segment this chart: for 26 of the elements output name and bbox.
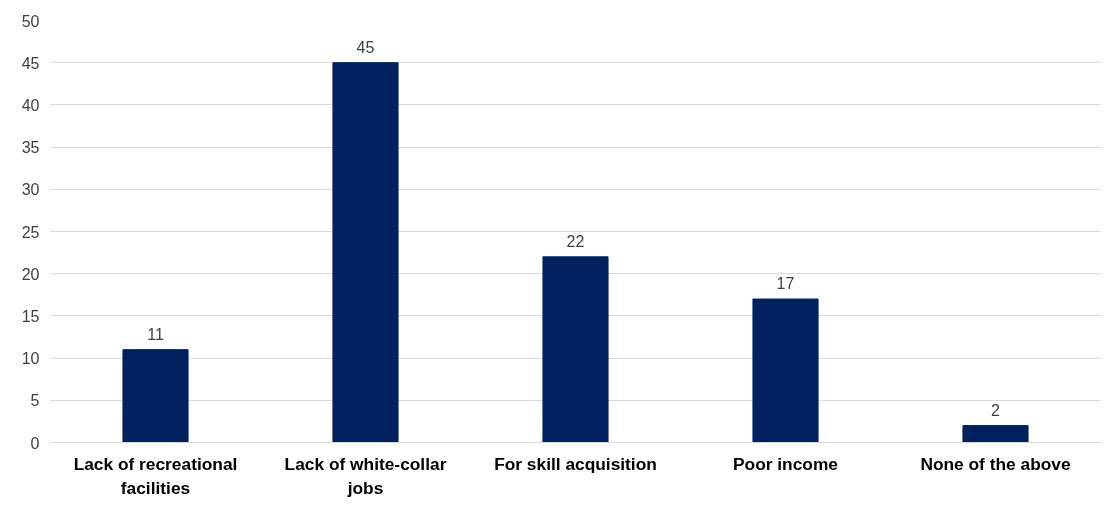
x-tick-label: None of the above xyxy=(920,453,1071,474)
bar xyxy=(332,62,399,443)
y-tick-label: 50 xyxy=(21,12,40,30)
x-tick-label: Lack of white-collar jobs xyxy=(284,453,447,498)
y-tick-label: 25 xyxy=(21,223,40,241)
y-tick-label: 15 xyxy=(21,307,40,325)
x-tick-label: For skill acquisition xyxy=(494,453,657,474)
data-label: 22 xyxy=(566,232,585,250)
bar xyxy=(122,349,189,443)
data-label: 45 xyxy=(356,38,375,56)
y-tick-label: 5 xyxy=(30,392,40,410)
y-tick-label: 45 xyxy=(21,54,40,72)
y-tick-label: 20 xyxy=(21,265,40,283)
bar xyxy=(542,256,609,443)
data-label: 2 xyxy=(991,401,1001,419)
data-label: 17 xyxy=(776,275,795,293)
y-tick-label: 40 xyxy=(21,96,40,114)
x-tick-label: Poor income xyxy=(733,453,839,474)
y-tick-label: 35 xyxy=(21,139,40,157)
bar xyxy=(752,298,819,443)
y-tick-label: 30 xyxy=(21,181,40,199)
data-label: 11 xyxy=(147,325,164,343)
x-tick-label: Lack of recreational facilities xyxy=(73,453,238,498)
bar xyxy=(962,425,1029,443)
y-tick-label: 0 xyxy=(30,434,40,452)
y-tick-label: 10 xyxy=(21,350,40,368)
